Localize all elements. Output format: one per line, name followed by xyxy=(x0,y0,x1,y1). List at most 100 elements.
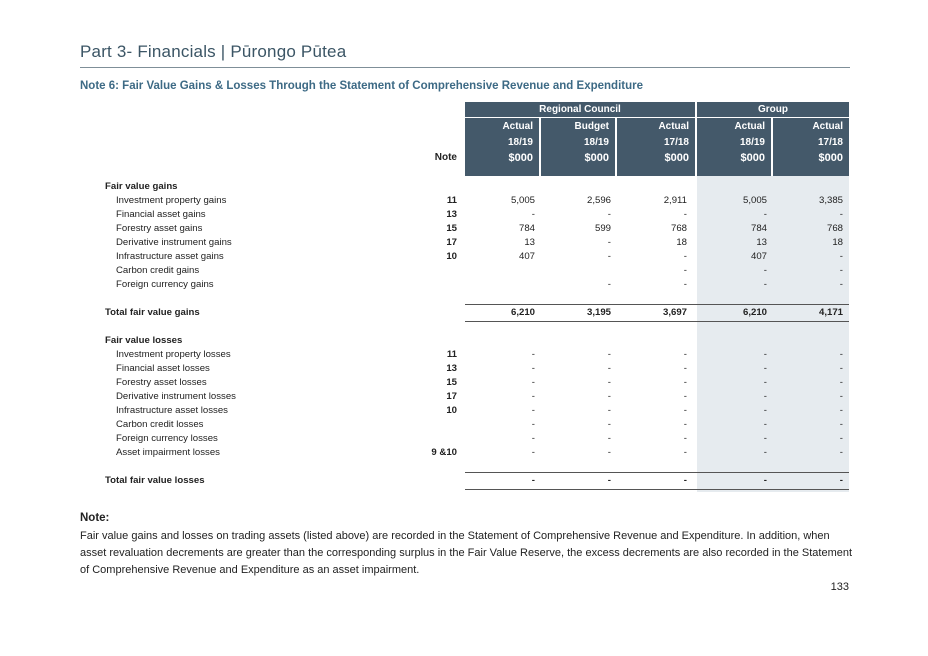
table-row: Asset impairment losses 9 &10 - - - - - xyxy=(0,447,928,461)
cell-value: - xyxy=(683,447,687,458)
row-label: Asset impairment losses xyxy=(116,447,220,458)
cell-value: - xyxy=(683,349,687,360)
table-row: Carbon credit gains - - - xyxy=(0,265,928,279)
cell-value: - xyxy=(683,251,687,262)
row-note: 11 xyxy=(446,349,457,360)
col-year-4: 18/19 xyxy=(697,135,771,150)
table-row: Carbon credit losses - - - - - xyxy=(0,419,928,433)
cell-value: - xyxy=(683,209,687,220)
col-year-5: 17/18 xyxy=(773,135,849,150)
col-type-1: Actual xyxy=(465,118,539,135)
cell-value: 768 xyxy=(826,223,843,234)
cell-value: - xyxy=(839,391,843,402)
cell-value: - xyxy=(839,265,843,276)
row-note: 15 xyxy=(446,377,457,388)
col-year-3: 17/18 xyxy=(617,135,695,150)
table-row: Derivative instrument losses 17 - - - - … xyxy=(0,391,928,405)
table-row: Infrastructure asset losses 10 - - - - - xyxy=(0,405,928,419)
group-header-group: Group xyxy=(697,102,849,117)
cell-value: 18 xyxy=(832,237,843,248)
row-label: Fair value losses xyxy=(105,335,183,346)
row-note: 13 xyxy=(446,363,457,374)
section-heading-losses: Fair value losses xyxy=(0,335,928,349)
table-row: Investment property gains 11 5,005 2,596… xyxy=(0,195,928,209)
cell-value: - xyxy=(763,475,767,486)
cell-value: 6,210 xyxy=(510,307,535,318)
cell-value: - xyxy=(763,377,767,388)
note-title: Note 6: Fair Value Gains & Losses Throug… xyxy=(80,80,643,92)
cell-value: 3,385 xyxy=(818,195,843,206)
cell-value: 784 xyxy=(518,223,535,234)
total-row-losses: Total fair value losses - - - - - xyxy=(0,475,928,489)
row-label: Derivative instrument losses xyxy=(116,391,236,402)
cell-value: - xyxy=(683,279,687,290)
cell-value: - xyxy=(607,209,611,220)
page-header-title: Part 3- Financials | Pūrongo Pūtea xyxy=(80,42,347,61)
table-row: Investment property losses 11 - - - - - xyxy=(0,349,928,363)
row-label: Carbon credit gains xyxy=(116,265,200,276)
header-spacer-1 xyxy=(465,166,539,176)
cell-value: 768 xyxy=(670,223,687,234)
total-gains-rule-top xyxy=(465,304,849,305)
cell-value: - xyxy=(683,475,687,486)
col-year-1: 18/19 xyxy=(465,135,539,150)
cell-value: - xyxy=(763,265,767,276)
cell-value: - xyxy=(683,363,687,374)
cell-value: 4,171 xyxy=(818,307,843,318)
cell-value: - xyxy=(531,405,535,416)
cell-value: - xyxy=(763,279,767,290)
col-type-3: Actual xyxy=(617,118,695,135)
cell-value: - xyxy=(839,475,843,486)
col-type-4: Actual xyxy=(697,118,771,135)
cell-value: - xyxy=(839,377,843,388)
row-note: 9 &10 xyxy=(431,447,457,458)
table-row: Foreign currency losses - - - - - xyxy=(0,433,928,447)
cell-value: 13 xyxy=(524,237,535,248)
cell-value: - xyxy=(763,447,767,458)
cell-value: - xyxy=(607,433,611,444)
cell-value: - xyxy=(763,391,767,402)
cell-value: - xyxy=(839,251,843,262)
cell-value: 3,697 xyxy=(662,307,687,318)
cell-value: - xyxy=(607,363,611,374)
row-note: 15 xyxy=(446,223,457,234)
cell-value: - xyxy=(531,447,535,458)
row-label: Forestry asset losses xyxy=(116,377,207,388)
cell-value: - xyxy=(763,209,767,220)
total-losses-rule-top xyxy=(465,472,849,473)
cell-value: - xyxy=(531,377,535,388)
cell-value: - xyxy=(763,419,767,430)
row-label: Infrastructure asset losses xyxy=(116,405,228,416)
cell-value: - xyxy=(607,391,611,402)
cell-value: 3,195 xyxy=(586,307,611,318)
cell-value: - xyxy=(531,349,535,360)
table-row: Foreign currency gains - - - - xyxy=(0,279,928,293)
cell-value: - xyxy=(683,433,687,444)
cell-value: 784 xyxy=(750,223,767,234)
cell-value: - xyxy=(531,475,535,486)
cell-value: - xyxy=(607,237,611,248)
row-label: Investment property gains xyxy=(116,195,227,206)
cell-value: - xyxy=(607,279,611,290)
cell-value: - xyxy=(683,405,687,416)
header-spacer-4 xyxy=(697,166,771,176)
row-label: Total fair value gains xyxy=(105,307,200,318)
cell-value: - xyxy=(839,419,843,430)
col-type-5: Actual xyxy=(773,118,849,135)
row-label: Financial asset gains xyxy=(116,209,206,220)
col-unit-2: $000 xyxy=(541,150,615,166)
cell-value: - xyxy=(763,349,767,360)
cell-value: - xyxy=(531,419,535,430)
col-type-2: Budget xyxy=(541,118,615,135)
header-spacer-2 xyxy=(541,166,615,176)
cell-value: - xyxy=(531,363,535,374)
table-row: Forestry asset gains 15 784 599 768 784 … xyxy=(0,223,928,237)
cell-value: 6,210 xyxy=(742,307,767,318)
page-number: 133 xyxy=(830,581,849,593)
cell-value: 2,596 xyxy=(586,195,611,206)
table-row: Infrastructure asset gains 10 407 - - 40… xyxy=(0,251,928,265)
cell-value: - xyxy=(839,447,843,458)
cell-value: - xyxy=(683,265,687,276)
cell-value: 407 xyxy=(750,251,767,262)
cell-value: - xyxy=(839,363,843,374)
